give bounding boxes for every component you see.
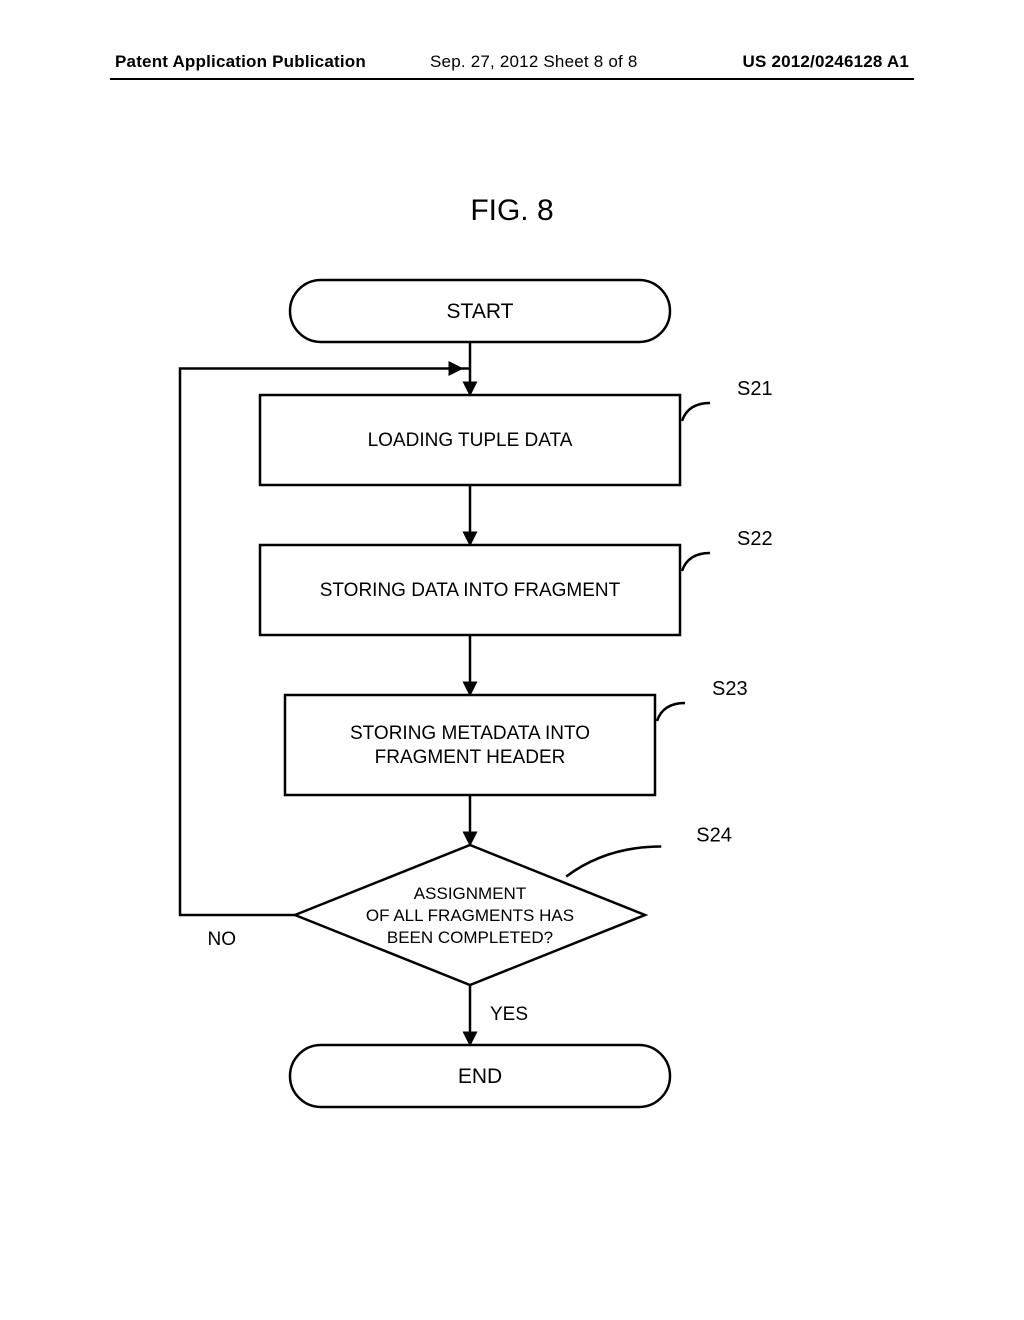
svg-text:BEEN COMPLETED?: BEEN COMPLETED? — [387, 928, 553, 947]
svg-text:NO: NO — [208, 929, 237, 950]
svg-text:LOADING TUPLE DATA: LOADING TUPLE DATA — [368, 430, 573, 451]
svg-text:STORING DATA INTO FRAGMENT: STORING DATA INTO FRAGMENT — [320, 580, 621, 601]
header-left: Patent Application Publication — [115, 52, 366, 72]
svg-text:S23: S23 — [712, 678, 748, 700]
svg-text:S21: S21 — [737, 378, 773, 400]
header-right: US 2012/0246128 A1 — [743, 52, 910, 72]
svg-text:STORING METADATA INTO: STORING METADATA INTO — [350, 723, 590, 744]
header-rule — [110, 78, 914, 80]
svg-text:END: END — [458, 1065, 502, 1088]
svg-text:START: START — [447, 300, 514, 323]
svg-text:FIG. 8: FIG. 8 — [470, 194, 553, 227]
svg-text:YES: YES — [490, 1004, 528, 1025]
svg-text:S24: S24 — [696, 825, 732, 847]
page: Patent Application Publication Sep. 27, … — [0, 0, 1024, 1320]
svg-text:ASSIGNMENT: ASSIGNMENT — [414, 884, 526, 903]
svg-text:S22: S22 — [737, 528, 773, 550]
svg-text:OF ALL FRAGMENTS HAS: OF ALL FRAGMENTS HAS — [366, 906, 574, 925]
header-center: Sep. 27, 2012 Sheet 8 of 8 — [430, 52, 637, 72]
svg-text:FRAGMENT HEADER: FRAGMENT HEADER — [375, 747, 566, 768]
flowchart-svg: FIG. 8 START LOADING TUPLE DATA S21 STORING … — [0, 150, 1024, 1150]
